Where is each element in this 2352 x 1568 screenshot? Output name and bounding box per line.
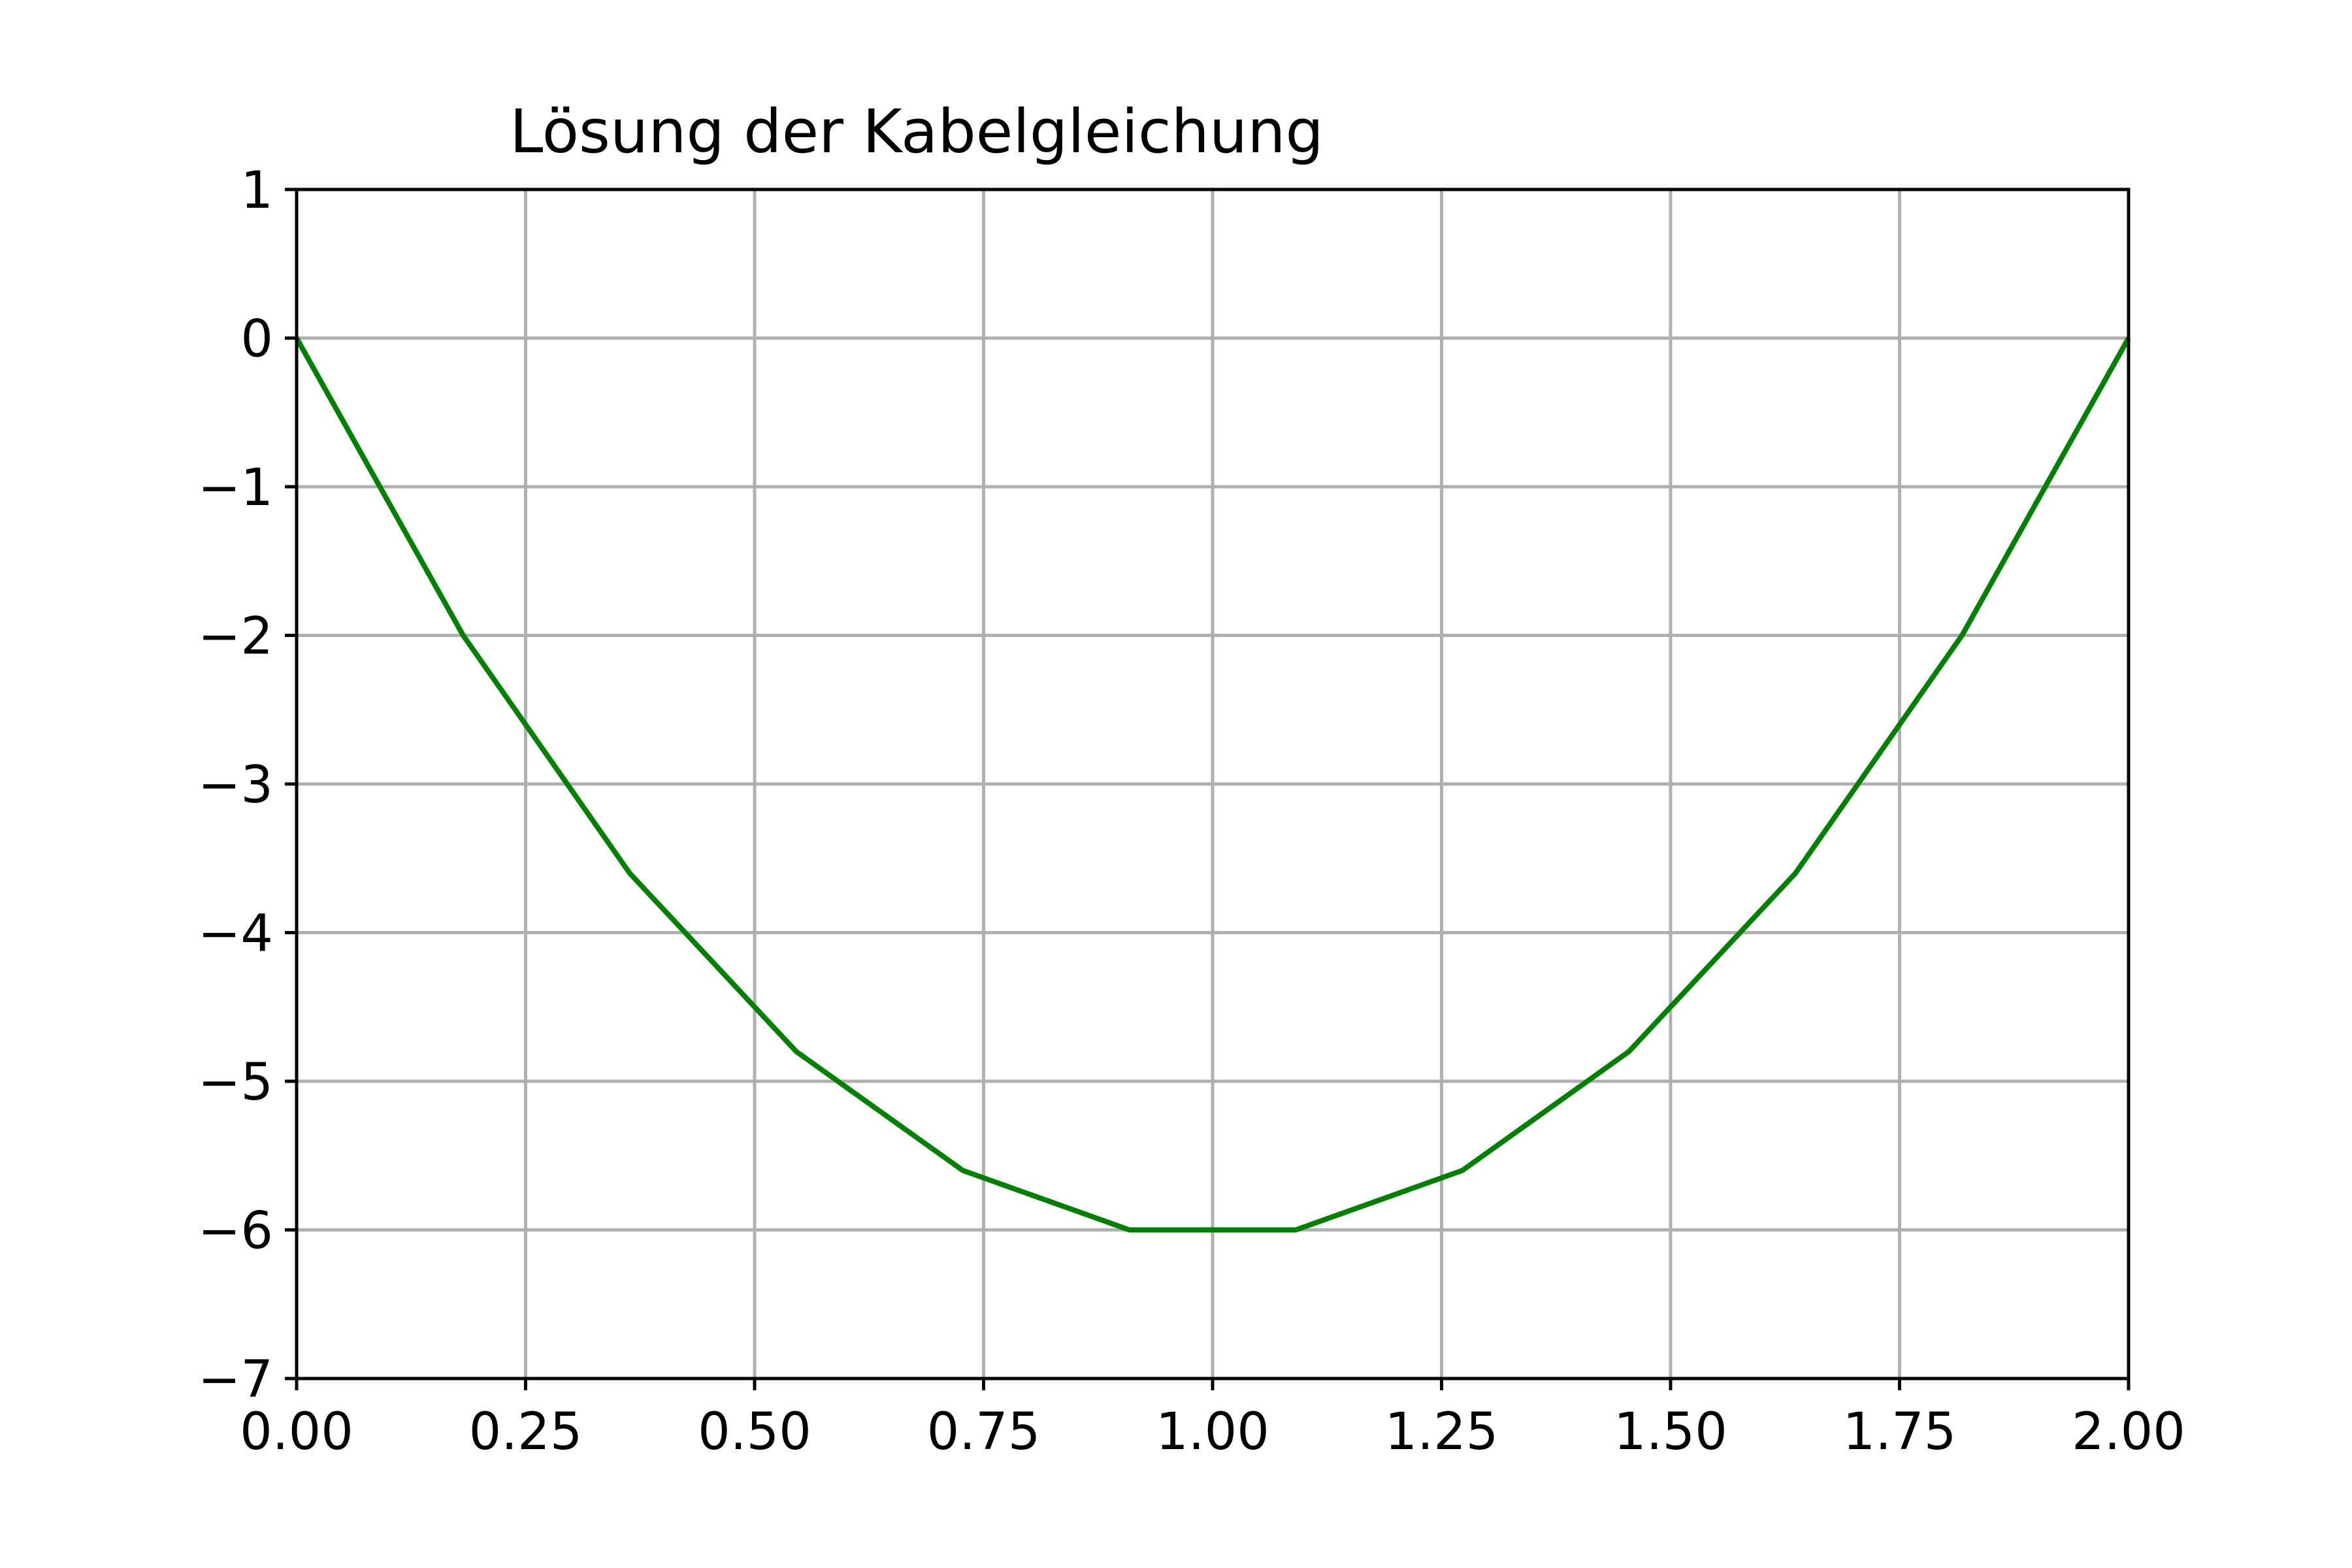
y-tick-label: −1 [198,459,273,517]
x-tick-label: 0.00 [240,1403,353,1462]
x-tick-label: 1.00 [1156,1403,1269,1462]
chart-title: Lösung der Kabelgleichung [510,97,1324,167]
series-line [294,336,2131,1233]
x-tick-label: 1.75 [1843,1403,1957,1462]
x-tick-label: 1.50 [1614,1403,1727,1462]
series-layer [294,336,2131,1233]
y-tick-label: −7 [198,1350,273,1409]
y-tick-label: −6 [198,1202,273,1261]
x-tick-label: 0.75 [927,1403,1041,1462]
y-tick-label: −2 [198,608,273,666]
y-tick-label: 0 [240,310,273,369]
y-tick-label: −5 [198,1053,273,1112]
x-axis: 0.00 0.25 0.50 0.75 1.00 1.25 1.50 1.75 2.00 [240,1379,2185,1462]
y-tick-label: −3 [198,756,273,815]
x-tick-label: 2.00 [2072,1403,2185,1462]
x-tick-label: 0.25 [469,1403,583,1462]
y-tick-label: −4 [198,905,273,964]
x-tick-label: 1.25 [1385,1403,1499,1462]
y-axis: 1 0 −1 −2 −3 −4 −5 −6 −7 [198,161,297,1409]
x-tick-label: 0.50 [698,1403,811,1462]
y-tick-label: 1 [240,161,273,220]
